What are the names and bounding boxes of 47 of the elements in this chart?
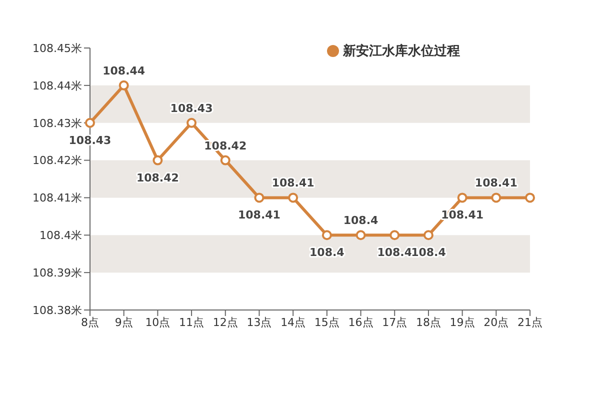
y-tick-label: 108.43米 <box>32 116 82 130</box>
x-tick-label: 9点 <box>114 316 133 329</box>
x-tick-label: 16点 <box>348 316 374 329</box>
point <box>525 192 535 203</box>
point <box>356 230 366 240</box>
data-label: 108.4 <box>343 214 379 228</box>
x-tick-label: 14点 <box>280 316 306 329</box>
x-tick-label: 13点 <box>246 316 272 329</box>
legend-label: 新安江水库水位过程 <box>343 44 460 59</box>
y-tick-label: 108.42米 <box>32 154 82 168</box>
point <box>220 155 230 166</box>
x-tick-label: 19点 <box>450 316 475 329</box>
data-label: 108.42 <box>136 171 179 184</box>
point <box>491 192 502 203</box>
x-tick-label: 12点 <box>212 316 238 329</box>
y-tick-label: 108.45米 <box>32 42 82 55</box>
y-tick-label: 108.39米 <box>32 266 82 280</box>
data-label: 108.44 <box>102 64 146 78</box>
x-tick-label: 8点 <box>81 316 99 329</box>
x-tick-label: 21点 <box>518 316 542 329</box>
x-tick-label: 18点 <box>416 316 441 329</box>
point <box>288 192 298 203</box>
data-label: 108.4 <box>310 246 345 260</box>
point <box>186 118 197 128</box>
x-tick-label: 20点 <box>484 316 509 329</box>
x-tick-label: 17点 <box>382 316 408 329</box>
data-label: 108.41 <box>474 176 518 190</box>
y-tick-label: 108.38米 <box>32 304 82 317</box>
x-tick-label: 11点 <box>179 316 204 329</box>
x-tick-label: 10点 <box>145 316 170 329</box>
point <box>254 192 264 203</box>
data-label: 108.41 <box>238 208 280 222</box>
y-tick-label: 108.4米 <box>40 229 82 242</box>
point <box>152 155 163 166</box>
point <box>118 80 129 90</box>
data-label: 108.4 <box>377 246 412 260</box>
data-label: 108.4 <box>411 246 446 260</box>
point <box>85 118 95 128</box>
y-tick-label: 108.44米 <box>32 79 82 92</box>
point <box>322 230 332 240</box>
point <box>390 230 400 240</box>
data-label: 108.43 <box>170 102 213 115</box>
y-tick-label: 108.41米 <box>32 192 82 205</box>
data-label: 108.41 <box>272 176 314 190</box>
x-tick-label: 15点 <box>314 316 340 329</box>
point <box>423 230 434 240</box>
point <box>457 192 468 203</box>
